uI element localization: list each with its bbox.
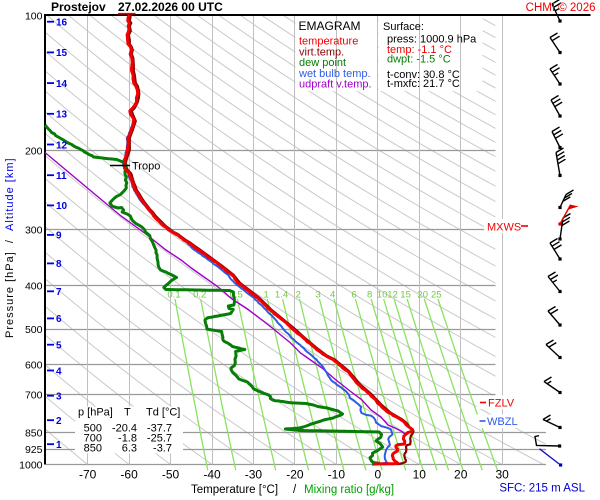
svg-text:Mixing ratio [g/kg]: Mixing ratio [g/kg] [304, 484, 394, 496]
svg-text:11: 11 [56, 171, 67, 182]
svg-text:700: 700 [25, 390, 43, 402]
svg-text:1: 1 [264, 290, 269, 301]
svg-text:EMAGRAM: EMAGRAM [299, 19, 361, 33]
svg-text:-3.7: -3.7 [153, 442, 172, 454]
svg-text:Pressure [hPa] / Altitude [k: Pressure [hPa] / Altitude [km] [4, 157, 16, 338]
svg-text:300: 300 [25, 225, 43, 237]
svg-text:5: 5 [56, 341, 62, 352]
svg-text:CHMI © 2026: CHMI © 2026 [526, 2, 596, 14]
svg-text:500: 500 [84, 422, 102, 434]
svg-text:8: 8 [367, 290, 372, 301]
svg-text:500: 500 [25, 324, 43, 336]
svg-text:-20: -20 [286, 468, 304, 482]
svg-text:-60: -60 [120, 468, 138, 482]
svg-text:-40: -40 [203, 468, 221, 482]
svg-text:850: 850 [25, 428, 43, 440]
svg-text:700: 700 [84, 432, 102, 444]
svg-text:p [hPa]: p [hPa] [78, 407, 113, 419]
svg-text:2: 2 [296, 290, 301, 301]
svg-text:9: 9 [56, 231, 62, 242]
svg-text:16: 16 [56, 18, 68, 29]
svg-text:0: 0 [374, 468, 381, 482]
svg-text:7: 7 [56, 287, 62, 298]
svg-text:27.02.2026 00 UTC: 27.02.2026 00 UTC [118, 0, 223, 14]
svg-text:temperature: temperature [299, 36, 358, 48]
svg-text:6: 6 [56, 314, 62, 325]
svg-text:WBZL: WBZL [487, 416, 518, 428]
svg-text:1000: 1000 [19, 459, 43, 471]
svg-text:Prostejov: Prostejov [51, 0, 106, 14]
svg-text:MXWS: MXWS [487, 222, 521, 234]
svg-text:Tropo: Tropo [132, 161, 160, 173]
svg-text:30: 30 [495, 468, 509, 482]
svg-text:t-conv: 30.8 °C: t-conv: 30.8 °C [387, 69, 460, 81]
svg-text:10: 10 [413, 468, 427, 482]
svg-text:12: 12 [387, 290, 398, 301]
svg-text:press: 1000.9 hPa: press: 1000.9 hPa [387, 33, 477, 45]
svg-text:Surface:: Surface: [383, 21, 424, 33]
svg-text:-37.7: -37.7 [147, 422, 172, 434]
svg-text:-70: -70 [79, 468, 97, 482]
svg-text:12: 12 [56, 140, 68, 151]
svg-text:100: 100 [25, 10, 43, 22]
svg-text:8: 8 [56, 259, 62, 270]
svg-text:200: 200 [25, 145, 43, 157]
svg-text:udpraft v.temp.: udpraft v.temp. [299, 79, 372, 91]
svg-text:virt.temp.: virt.temp. [299, 46, 344, 58]
svg-text:T: T [124, 407, 131, 419]
svg-text:Td [°C]: Td [°C] [146, 407, 180, 419]
svg-text:3: 3 [315, 290, 320, 301]
svg-text:2: 2 [56, 416, 62, 427]
svg-text:925: 925 [25, 444, 43, 456]
svg-text:Temperature [°C]: Temperature [°C] [191, 484, 278, 496]
svg-text:0.2: 0.2 [193, 290, 206, 301]
svg-text:1: 1 [56, 440, 62, 451]
svg-text:wet bulb temp.: wet bulb temp. [298, 68, 371, 80]
svg-text:6: 6 [351, 290, 356, 301]
svg-text:14: 14 [56, 79, 68, 90]
svg-text:15: 15 [56, 48, 68, 59]
svg-text:400: 400 [25, 281, 43, 293]
svg-text:dew point: dew point [299, 57, 346, 69]
svg-text:6.3: 6.3 [122, 442, 137, 454]
svg-text:4: 4 [330, 290, 335, 301]
svg-text:850: 850 [84, 442, 102, 454]
svg-text:t-mxfc: 21.7 °C: t-mxfc: 21.7 °C [387, 78, 460, 90]
svg-text:10: 10 [377, 290, 388, 301]
svg-text:15: 15 [400, 290, 411, 301]
svg-text:dwpt: -1.5 °C: dwpt: -1.5 °C [387, 53, 451, 65]
svg-text:3: 3 [56, 392, 62, 403]
svg-text:600: 600 [25, 360, 43, 372]
svg-text:-1.8: -1.8 [118, 432, 137, 444]
svg-text:-25.7: -25.7 [147, 432, 172, 444]
svg-text:-20.4: -20.4 [112, 422, 137, 434]
svg-text:/: / [293, 484, 297, 496]
svg-text:-50: -50 [162, 468, 180, 482]
svg-text:1.4: 1.4 [275, 290, 288, 301]
svg-text:20: 20 [417, 290, 428, 301]
svg-text:-30: -30 [245, 468, 263, 482]
svg-text:10: 10 [56, 201, 68, 212]
svg-text:0.5: 0.5 [230, 290, 243, 301]
svg-text:-10: -10 [328, 468, 346, 482]
svg-text:25: 25 [431, 290, 442, 301]
svg-text:20: 20 [454, 468, 468, 482]
svg-text:4: 4 [56, 366, 62, 377]
svg-text:SFC: 215 m ASL: SFC: 215 m ASL [499, 483, 585, 495]
svg-text:temp: -1.1 °C: temp: -1.1 °C [387, 44, 452, 56]
svg-text:FZLV: FZLV [488, 398, 515, 410]
svg-text:13: 13 [56, 110, 68, 121]
svg-text:0.1: 0.1 [167, 290, 180, 301]
